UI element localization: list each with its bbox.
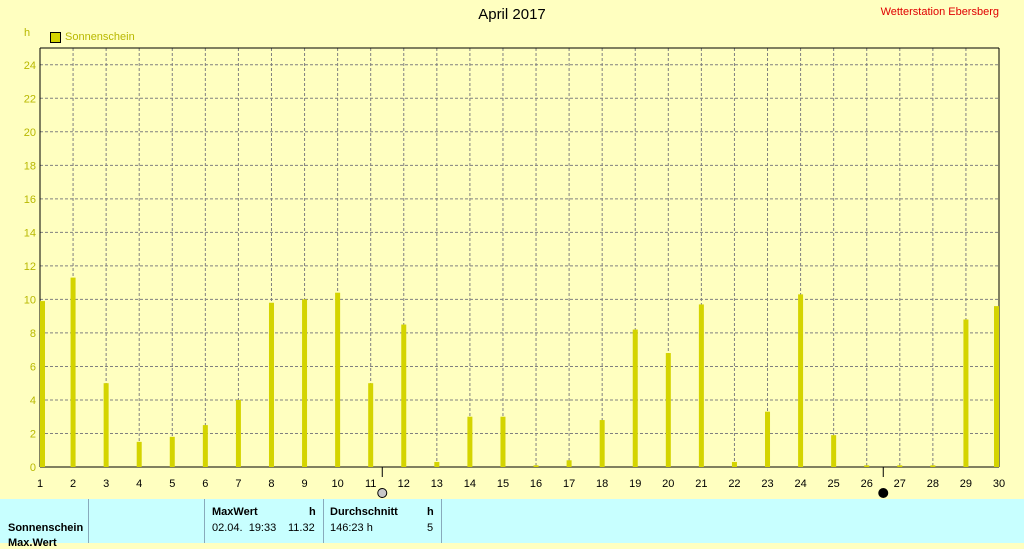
legend: Sonnenschein bbox=[50, 31, 135, 43]
bar-24 bbox=[798, 294, 804, 467]
maxwert-header: MaxWert bbox=[212, 506, 258, 518]
bar-2 bbox=[70, 277, 76, 467]
x-tick-label: 5 bbox=[169, 478, 175, 490]
x-tick-label: 1 bbox=[37, 478, 43, 490]
y-tick-label: 8 bbox=[30, 328, 36, 340]
durchschnitt-value: 146:23 h bbox=[330, 522, 373, 534]
legend-swatch bbox=[50, 31, 61, 43]
bar-9 bbox=[302, 299, 308, 467]
bar-7 bbox=[235, 399, 241, 467]
x-tick-label: 22 bbox=[728, 478, 740, 490]
x-tick-label: 17 bbox=[563, 478, 575, 490]
new-moon-icon bbox=[878, 488, 889, 498]
maxwert-unit: h bbox=[309, 506, 316, 518]
bar-23 bbox=[765, 411, 771, 467]
x-tick-label: 24 bbox=[794, 478, 806, 490]
x-tick-label: 2 bbox=[70, 478, 76, 490]
station-name: Wetterstation Ebersberg bbox=[880, 6, 999, 18]
bar-4 bbox=[136, 441, 142, 467]
x-tick-label: 6 bbox=[202, 478, 208, 490]
row-label-maxwert: Max.Wert bbox=[8, 537, 57, 549]
y-tick-label: 2 bbox=[30, 428, 36, 440]
x-tick-label: 15 bbox=[497, 478, 509, 490]
bar-18 bbox=[599, 420, 605, 467]
bar-29 bbox=[963, 319, 969, 467]
empty-cell bbox=[89, 499, 205, 543]
durchschnitt-header: Durchschnitt bbox=[330, 506, 398, 518]
x-tick-label: 23 bbox=[761, 478, 773, 490]
durchschnitt-cell: Durchschnitt h 146:23 h 5 bbox=[324, 499, 442, 543]
y-tick-label: 14 bbox=[24, 227, 36, 239]
bar-28 bbox=[930, 465, 936, 467]
x-tick-label: 9 bbox=[301, 478, 307, 490]
bar-11 bbox=[368, 383, 374, 467]
x-tick-label: 12 bbox=[398, 478, 410, 490]
legend-label: Sonnenschein bbox=[65, 31, 135, 43]
x-tick-label: 3 bbox=[103, 478, 109, 490]
bar-19 bbox=[632, 329, 638, 467]
x-tick-label: 30 bbox=[993, 478, 1005, 490]
y-tick-label: 20 bbox=[24, 127, 36, 139]
x-tick-label: 25 bbox=[828, 478, 840, 490]
bar-1 bbox=[40, 301, 45, 467]
bar-6 bbox=[202, 425, 208, 467]
bar-26 bbox=[864, 465, 870, 467]
x-tick-label: 28 bbox=[927, 478, 939, 490]
bar-27 bbox=[897, 465, 903, 467]
bar-30 bbox=[994, 306, 999, 467]
bar-13 bbox=[434, 461, 440, 467]
y-tick-label: 18 bbox=[24, 160, 36, 172]
x-tick-label: 19 bbox=[629, 478, 641, 490]
bar-8 bbox=[268, 302, 274, 467]
bar-17 bbox=[566, 460, 572, 467]
maxwert-cell: MaxWert h 02.04. 19:33 11.32 bbox=[205, 499, 324, 543]
x-tick-label: 14 bbox=[464, 478, 476, 490]
plot-area bbox=[40, 48, 999, 467]
y-tick-label: 24 bbox=[24, 60, 36, 72]
bar-16 bbox=[533, 465, 539, 467]
y-tick-label: 10 bbox=[24, 294, 36, 306]
bar-22 bbox=[731, 461, 737, 467]
y-tick-label: 6 bbox=[30, 361, 36, 373]
y-tick-label: 22 bbox=[24, 93, 36, 105]
bar-12 bbox=[401, 324, 407, 467]
bar-3 bbox=[103, 383, 109, 467]
durchschnitt-unit: h bbox=[427, 506, 434, 518]
x-tick-label: 8 bbox=[268, 478, 274, 490]
durchschnitt-count: 5 bbox=[427, 522, 434, 534]
x-tick-label: 20 bbox=[662, 478, 674, 490]
bar-20 bbox=[665, 353, 671, 467]
x-tick-label: 10 bbox=[331, 478, 343, 490]
bar-14 bbox=[467, 416, 473, 467]
x-tick-label: 26 bbox=[861, 478, 873, 490]
y-tick-label: 12 bbox=[24, 261, 36, 273]
x-tick-label: 18 bbox=[596, 478, 608, 490]
row-label-sonnenschein: Sonnenschein bbox=[8, 522, 84, 534]
y-axis-unit: h bbox=[24, 27, 31, 39]
x-tick-label: 16 bbox=[530, 478, 542, 490]
bar-21 bbox=[698, 304, 704, 467]
x-tick-label: 29 bbox=[960, 478, 972, 490]
y-tick-label: 4 bbox=[30, 395, 36, 407]
bar-5 bbox=[169, 436, 175, 467]
x-tick-label: 4 bbox=[136, 478, 142, 490]
x-tick-label: 27 bbox=[894, 478, 906, 490]
row-label-cell: Sonnenschein Max.Wert bbox=[0, 499, 89, 549]
x-tick-label: 11 bbox=[365, 478, 376, 490]
y-tick-label: 0 bbox=[30, 462, 36, 474]
bar-25 bbox=[831, 435, 837, 467]
x-tick-label: 7 bbox=[235, 478, 241, 490]
bar-10 bbox=[335, 292, 341, 467]
maxwert-value: 11.32 bbox=[288, 522, 315, 534]
y-tick-label: 16 bbox=[24, 194, 36, 206]
maxwert-date: 02.04. 19:33 bbox=[212, 522, 277, 534]
x-tick-label: 13 bbox=[431, 478, 443, 490]
chart-title: April 2017 bbox=[478, 6, 546, 23]
summary-table: Sonnenschein Max.Wert MaxWert h 02.04. 1… bbox=[0, 499, 1024, 549]
full-moon-icon bbox=[377, 488, 388, 498]
bar-15 bbox=[500, 416, 506, 467]
x-tick-label: 21 bbox=[695, 478, 707, 490]
